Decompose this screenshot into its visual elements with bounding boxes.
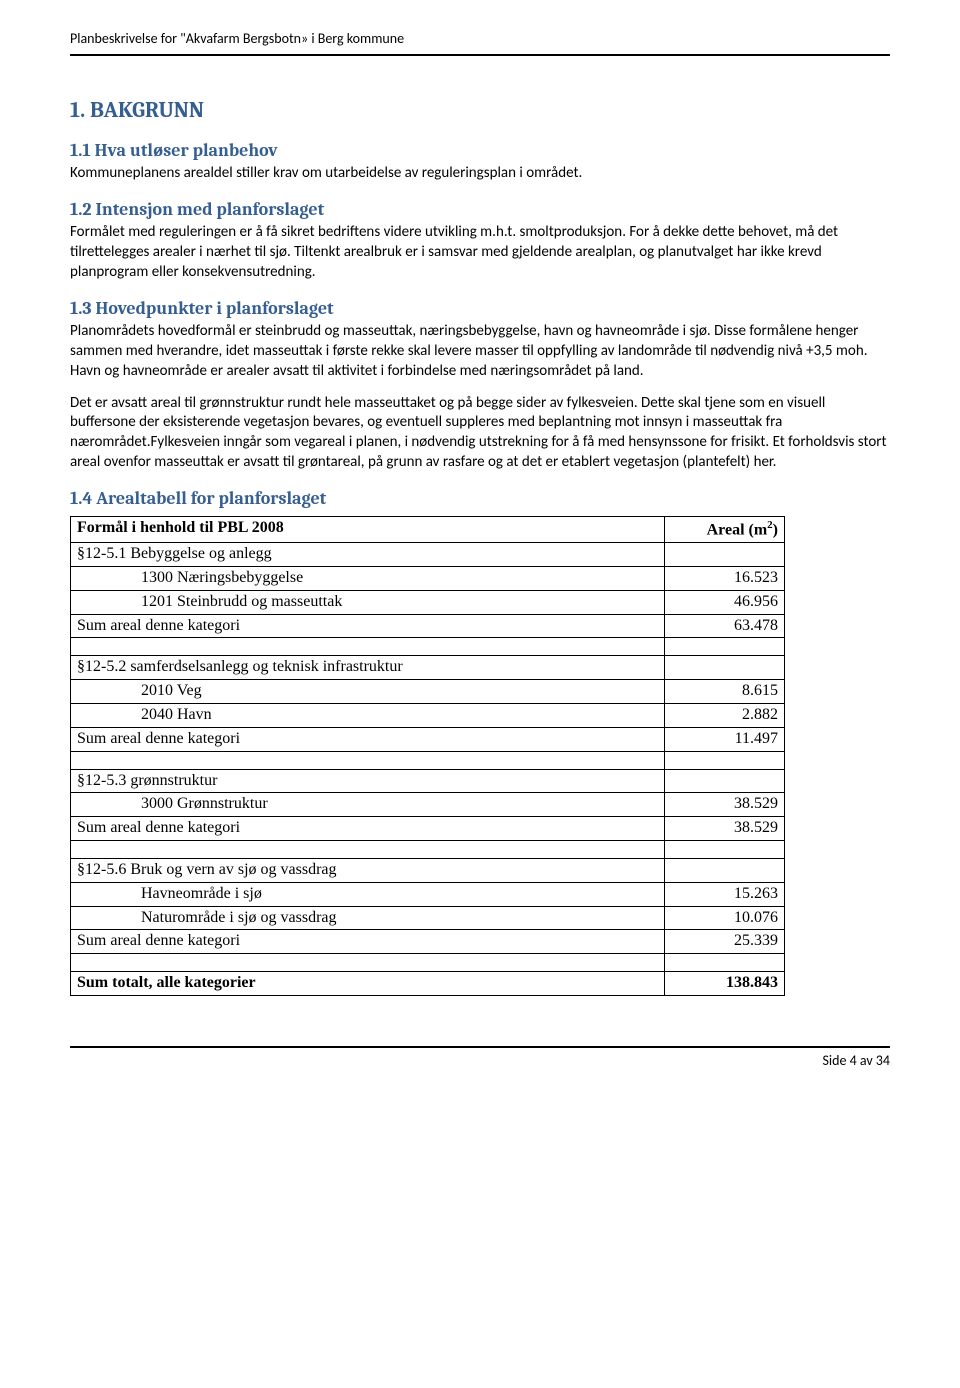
table-cell-value: 63.478 (665, 614, 785, 638)
table-row: 1300 Næringsbebyggelse16.523 (71, 567, 785, 591)
table-row: 2040 Havn2.882 (71, 704, 785, 728)
table-cell-label: Sum areal denne kategori (71, 727, 665, 751)
table-cell-empty (71, 638, 665, 656)
table-cell-label: §12-5.1 Bebyggelse og anlegg (71, 543, 665, 567)
table-row (71, 841, 785, 859)
areal-label-suffix: ) (773, 521, 778, 538)
table-row: §12-5.3 grønnstruktur (71, 769, 785, 793)
table-row (71, 954, 785, 972)
table-cell-label: §12-5.2 samferdselsanlegg og teknisk inf… (71, 656, 665, 680)
table-cell-value (665, 656, 785, 680)
areal-label-prefix: Areal (m (707, 521, 768, 538)
table-header-row: Formål i henhold til PBL 2008 Areal (m2) (71, 517, 785, 543)
paragraph-1-1: Kommuneplanens arealdel stiller krav om … (70, 164, 890, 184)
heading-1-bakgrunn: 1. BAKGRUNN (70, 96, 890, 125)
table-cell-value: 38.529 (665, 817, 785, 841)
table-row: Sum areal denne kategori38.529 (71, 817, 785, 841)
heading-1-3: 1.3 Hovedpunkter i planforslaget (70, 297, 890, 320)
paragraph-1-3-b: Det er avsatt areal til grønnstruktur ru… (70, 394, 890, 473)
table-cell-empty (665, 751, 785, 769)
table-row: Sum areal denne kategori11.497 (71, 727, 785, 751)
table-cell-label: 3000 Grønnstruktur (71, 793, 665, 817)
table-cell-value: 11.497 (665, 727, 785, 751)
table-cell-empty (665, 954, 785, 972)
heading-1-4: 1.4 Arealtabell for planforslaget (70, 487, 890, 510)
table-row (71, 638, 785, 656)
table-row: Naturområde i sjø og vassdrag10.076 (71, 906, 785, 930)
table-row: §12-5.1 Bebyggelse og anlegg (71, 543, 785, 567)
table-cell-label: Naturområde i sjø og vassdrag (71, 906, 665, 930)
table-cell-value: 15.263 (665, 882, 785, 906)
paragraph-1-2: Formålet med reguleringen er å få sikret… (70, 223, 890, 282)
table-cell-value: 138.843 (665, 972, 785, 996)
table-row: 3000 Grønnstruktur38.529 (71, 793, 785, 817)
table-cell-value: 10.076 (665, 906, 785, 930)
page-footer: Side 4 av 34 (70, 1046, 890, 1070)
table-cell-empty (71, 954, 665, 972)
table-cell-label: §12-5.6 Bruk og vern av sjø og vassdrag (71, 859, 665, 883)
table-cell-value (665, 859, 785, 883)
table-row: Havneområde i sjø15.263 (71, 882, 785, 906)
table-cell-value: 2.882 (665, 704, 785, 728)
heading-1-1: 1.1 Hva utløser planbehov (70, 139, 890, 162)
table-cell-value: 8.615 (665, 680, 785, 704)
table-row: 1201 Steinbrudd og masseuttak46.956 (71, 590, 785, 614)
table-cell-empty (665, 841, 785, 859)
table-cell-label: 2040 Havn (71, 704, 665, 728)
table-cell-empty (665, 638, 785, 656)
table-cell-label: Sum areal denne kategori (71, 930, 665, 954)
table-row: §12-5.2 samferdselsanlegg og teknisk inf… (71, 656, 785, 680)
table-cell-value (665, 543, 785, 567)
table-cell-empty (71, 841, 665, 859)
table-cell-label: Sum areal denne kategori (71, 614, 665, 638)
table-cell-label: 2010 Veg (71, 680, 665, 704)
table-cell-label: Sum areal denne kategori (71, 817, 665, 841)
table-cell-empty (71, 751, 665, 769)
table-cell-label: Havneområde i sjø (71, 882, 665, 906)
table-row: Sum totalt, alle kategorier138.843 (71, 972, 785, 996)
table-cell-label: §12-5.3 grønnstruktur (71, 769, 665, 793)
table-cell-label: Sum totalt, alle kategorier (71, 972, 665, 996)
table-cell-value (665, 769, 785, 793)
table-cell-label: 1201 Steinbrudd og masseuttak (71, 590, 665, 614)
table-row: Sum areal denne kategori63.478 (71, 614, 785, 638)
table-cell-value: 38.529 (665, 793, 785, 817)
areal-table: Formål i henhold til PBL 2008 Areal (m2)… (70, 516, 785, 996)
table-cell-value: 16.523 (665, 567, 785, 591)
table-row: §12-5.6 Bruk og vern av sjø og vassdrag (71, 859, 785, 883)
paragraph-1-3-a: Planområdets hovedformål er steinbrudd o… (70, 322, 890, 381)
table-header-formål: Formål i henhold til PBL 2008 (71, 517, 665, 543)
table-cell-value: 25.339 (665, 930, 785, 954)
table-row: Sum areal denne kategori25.339 (71, 930, 785, 954)
table-cell-value: 46.956 (665, 590, 785, 614)
heading-1-2: 1.2 Intensjon med planforslaget (70, 198, 890, 221)
page-header: Planbeskrivelse for "Akvafarm Bergsbotn»… (70, 30, 890, 56)
table-header-areal: Areal (m2) (665, 517, 785, 543)
table-cell-label: 1300 Næringsbebyggelse (71, 567, 665, 591)
table-row: 2010 Veg8.615 (71, 680, 785, 704)
table-row (71, 751, 785, 769)
